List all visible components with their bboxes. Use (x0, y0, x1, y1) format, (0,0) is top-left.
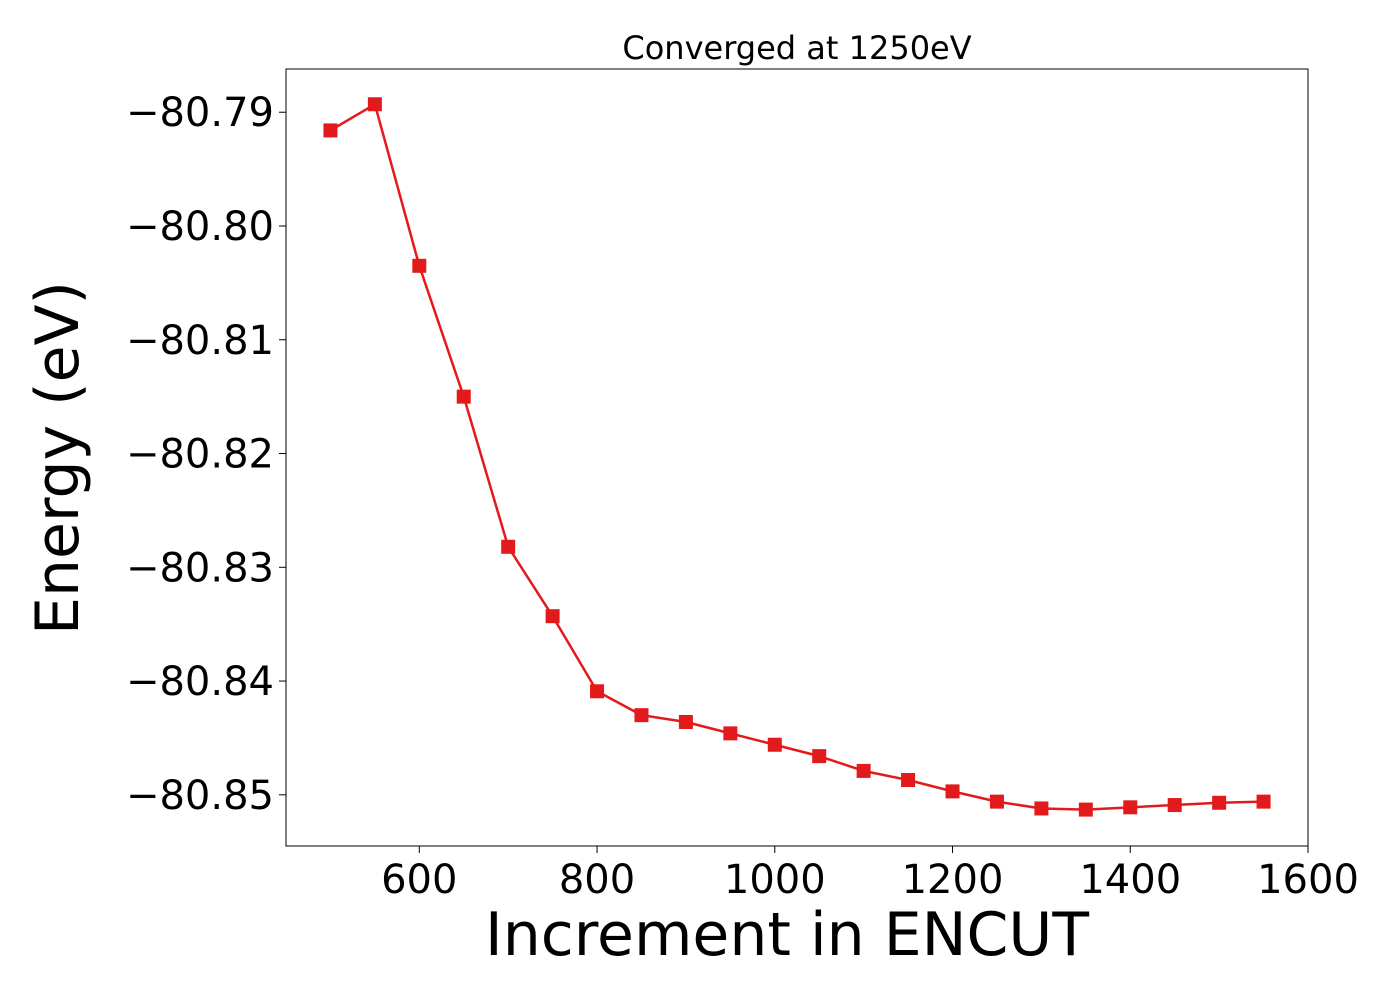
data-point-marker (590, 684, 605, 699)
data-point-marker (1212, 795, 1227, 810)
data-point-marker (767, 737, 782, 752)
x-tick-label: 1200 (902, 857, 1004, 903)
plot-area-frame (285, 68, 1309, 847)
data-point-marker (812, 749, 827, 764)
x-tick-label: 1400 (1079, 857, 1181, 903)
y-tick-label: −80.84 (126, 659, 274, 705)
data-point-marker (323, 123, 338, 138)
data-point-marker (1078, 802, 1093, 817)
data-point-marker (945, 784, 960, 799)
y-axis-ticks: −80.79 −80.80 −80.81 −80.82 −80.83 −80.84 −80.… (126, 90, 286, 819)
data-point-marker (1256, 794, 1271, 809)
data-point-marker (723, 726, 738, 741)
data-point-marker (1123, 800, 1138, 815)
y-tick-label: −80.79 (126, 90, 274, 136)
data-point-marker (678, 714, 693, 729)
y-tick-label: −80.80 (126, 204, 274, 250)
data-point-marker (1034, 801, 1049, 816)
series-line (329, 103, 1264, 811)
x-axis-ticks: 600 800 1000 1200 1400 1600 (381, 846, 1359, 903)
data-point-marker (456, 389, 471, 404)
y-tick-label: −80.85 (126, 773, 274, 819)
data-point-marker (901, 773, 916, 788)
chart-title: Converged at 1250eV (622, 29, 971, 67)
x-axis-title: Increment in ENCUT (485, 900, 1089, 970)
x-tick-label: 600 (381, 857, 457, 903)
y-tick-label: −80.82 (126, 432, 274, 478)
x-tick-label: 1000 (724, 857, 826, 903)
data-point-marker (989, 794, 1004, 809)
x-tick-label: 800 (559, 857, 635, 903)
y-axis-title: Energy (eV) (23, 281, 93, 635)
data-point-marker (367, 97, 382, 112)
data-point-marker (501, 539, 516, 554)
data-point-marker (1167, 798, 1182, 813)
data-point-marker (856, 763, 871, 778)
y-tick-label: −80.83 (126, 545, 274, 591)
y-tick-label: −80.81 (126, 318, 274, 364)
x-tick-label: 1600 (1257, 857, 1359, 903)
series-layer (323, 97, 1271, 817)
data-point-marker (545, 609, 560, 624)
data-point-marker (412, 258, 427, 273)
data-point-marker (634, 708, 649, 723)
